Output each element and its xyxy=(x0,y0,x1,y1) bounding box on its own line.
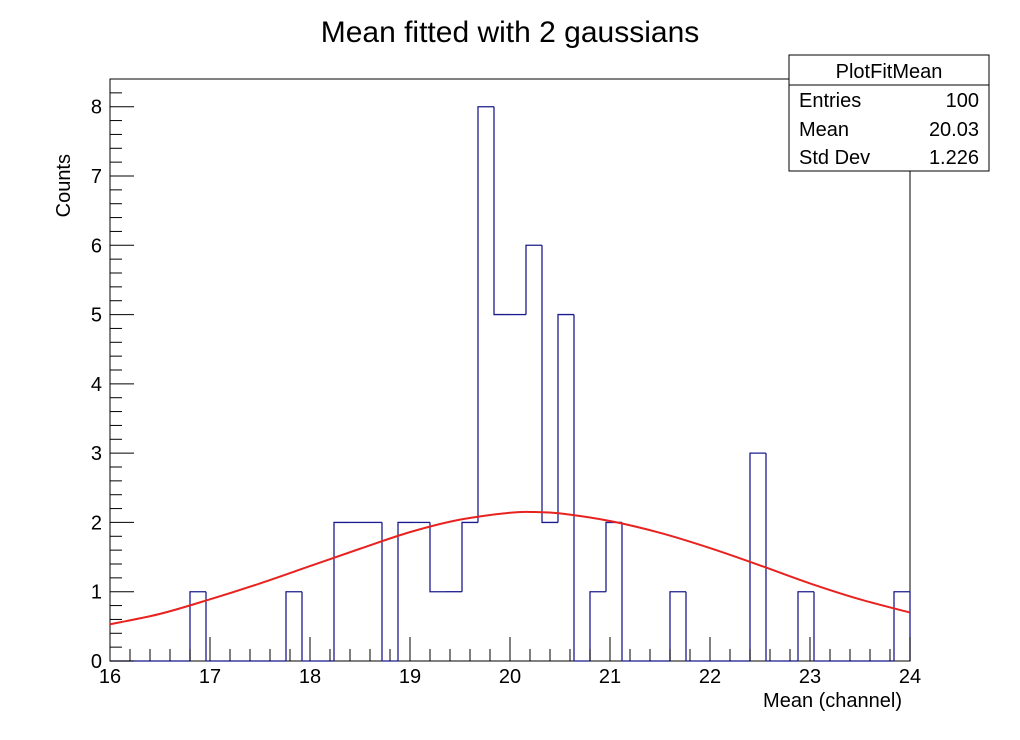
y-tick-label: 8 xyxy=(91,97,102,119)
x-tick-label: 22 xyxy=(699,666,721,688)
histogram-bin xyxy=(669,591,686,661)
histogram-bin xyxy=(429,522,446,593)
fit-curve xyxy=(109,510,911,626)
histogram-bin xyxy=(621,522,638,662)
histogram-bin xyxy=(797,591,814,661)
histogram-layer xyxy=(110,106,911,662)
x-axis-title: Mean (channel) xyxy=(763,690,902,712)
histogram-bin xyxy=(397,521,414,661)
histogram-bin xyxy=(589,591,606,661)
stats-entries-label: Entries xyxy=(799,90,861,112)
x-tick-label: 20 xyxy=(499,666,521,688)
stats-mean-label: Mean xyxy=(799,119,849,141)
stats-title: PlotFitMean xyxy=(836,61,943,83)
histogram-bin xyxy=(541,245,558,524)
y-tick-label: 4 xyxy=(91,374,102,396)
histogram-bin xyxy=(765,453,782,662)
y-tick-label: 1 xyxy=(91,582,102,604)
histogram-bin xyxy=(893,591,911,661)
x-tick-label: 23 xyxy=(799,666,821,688)
x-tick-label: 19 xyxy=(399,666,421,688)
histogram-bin xyxy=(525,244,542,315)
y-axis-title: Counts xyxy=(53,154,75,217)
histogram-bin xyxy=(813,591,830,662)
histogram-bin xyxy=(477,106,494,523)
y-tick-label: 0 xyxy=(91,651,102,673)
histogram-bin xyxy=(205,591,222,662)
y-tick-label: 6 xyxy=(91,235,102,257)
histogram-bin xyxy=(493,106,510,316)
x-tick-label: 21 xyxy=(599,666,621,688)
histogram-bin xyxy=(685,591,702,662)
histogram-bin xyxy=(285,591,302,661)
histogram-bin xyxy=(605,521,622,592)
stats-mean-value: 20.03 xyxy=(929,119,979,141)
x-tick-label: 17 xyxy=(199,666,221,688)
y-tick-label: 7 xyxy=(91,166,102,188)
stats-entries-value: 100 xyxy=(946,90,979,112)
stats-stddev-label: Std Dev xyxy=(799,147,870,169)
stats-stddev-value: 1.226 xyxy=(929,147,979,169)
stats-box: PlotFitMean Entries 100 Mean 20.03 Std D… xyxy=(788,54,990,172)
y-tick-label: 2 xyxy=(91,512,102,534)
histogram-bin xyxy=(301,591,318,662)
y-tick-label: 5 xyxy=(91,305,102,327)
histogram-bin xyxy=(189,591,206,661)
histogram-bin xyxy=(381,522,398,662)
chart-title: Mean fitted with 2 gaussians xyxy=(321,16,700,49)
x-tick-label: 24 xyxy=(899,666,921,688)
stats-box-frame xyxy=(788,54,990,172)
histogram-bin xyxy=(749,452,766,661)
y-tick-label: 3 xyxy=(91,443,102,465)
x-tick-label: 18 xyxy=(299,666,321,688)
histogram-bin xyxy=(573,314,590,662)
histogram-bin xyxy=(333,521,350,661)
histogram-bin xyxy=(461,521,478,592)
histogram-bin xyxy=(557,313,574,523)
x-tick-label: 16 xyxy=(99,666,121,688)
fit-layer xyxy=(109,510,911,626)
